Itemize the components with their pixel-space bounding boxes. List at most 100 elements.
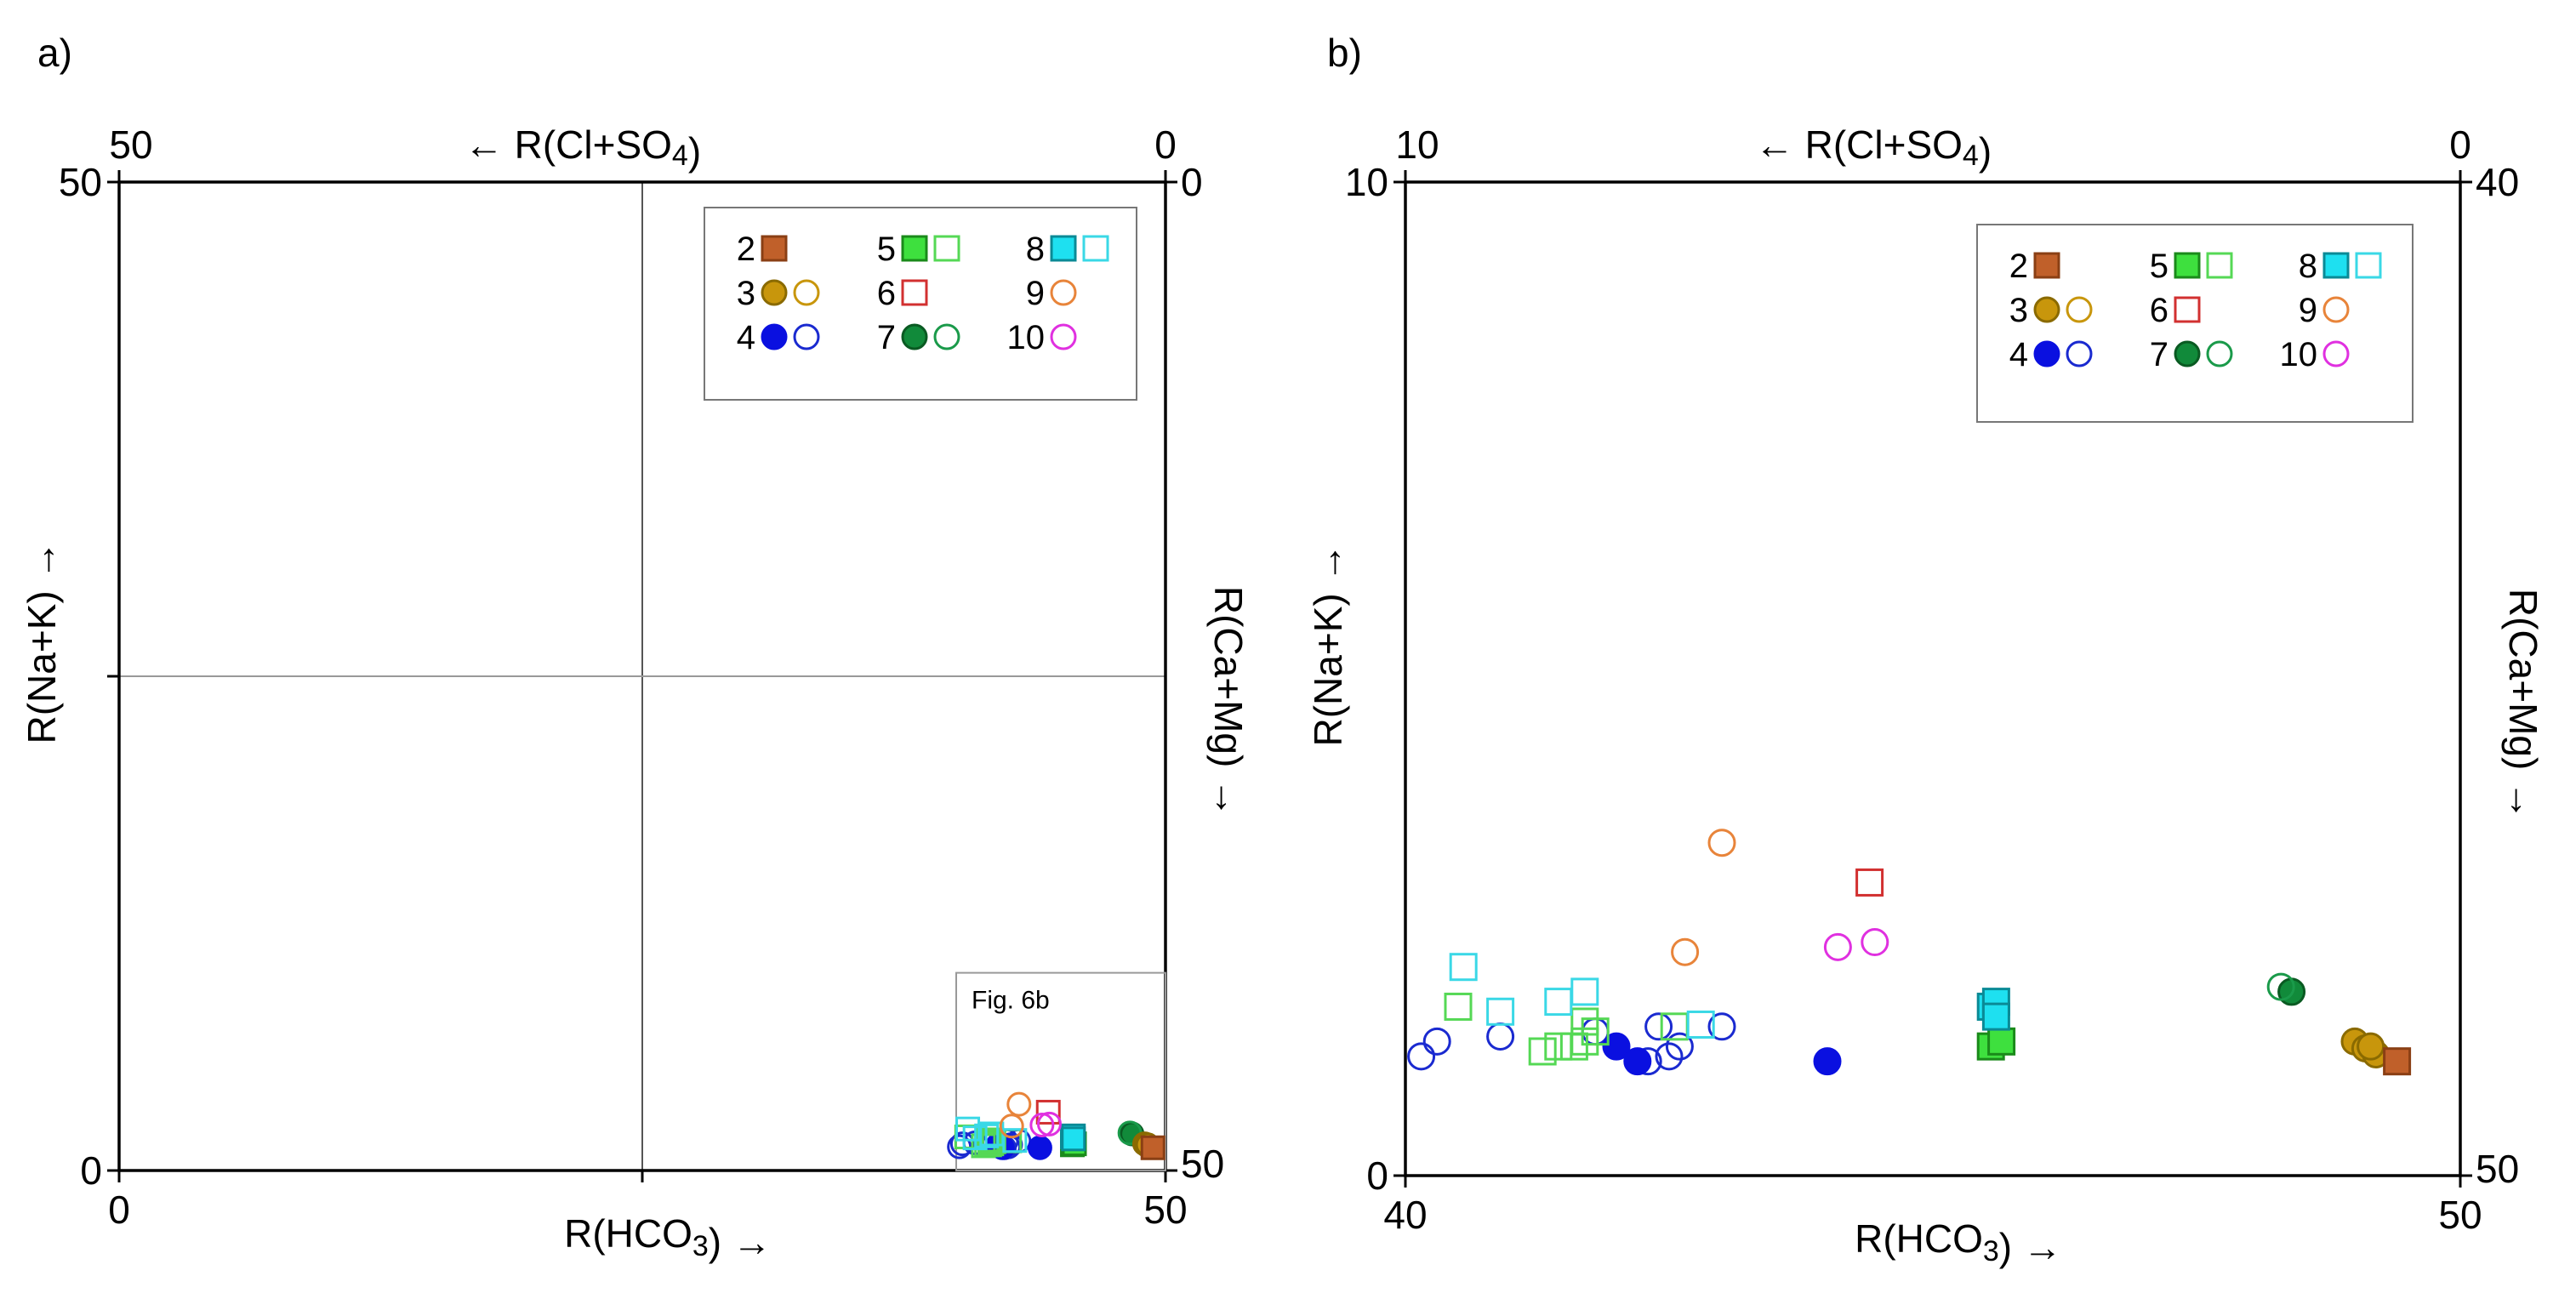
data-point bbox=[1655, 1042, 1684, 1071]
legend-marker-5-0 bbox=[2174, 252, 2201, 279]
legend-label-2: 2 bbox=[737, 231, 755, 268]
legend-label-5: 5 bbox=[2150, 248, 2169, 285]
data-point bbox=[1981, 1002, 2010, 1031]
legend-marker-3-1 bbox=[793, 279, 820, 306]
data-point bbox=[1855, 868, 1884, 897]
data-point bbox=[1036, 1111, 1062, 1136]
legend-label-7: 7 bbox=[877, 319, 896, 356]
data-point bbox=[1002, 1128, 1028, 1153]
data-point bbox=[1665, 1032, 1694, 1061]
legend-label-3: 3 bbox=[2009, 292, 2028, 329]
legend-label-10: 10 bbox=[2280, 336, 2318, 373]
y-axis-title: R(Na+K) → bbox=[20, 541, 64, 744]
legend-marker-4-1 bbox=[2066, 340, 2093, 367]
data-point bbox=[1486, 1022, 1515, 1051]
panel-label: b) bbox=[1327, 31, 1362, 75]
legend-label-6: 6 bbox=[877, 275, 896, 312]
y-tick-label: 0 bbox=[80, 1148, 102, 1193]
data-point bbox=[1570, 1027, 1599, 1056]
data-point bbox=[1707, 1012, 1736, 1041]
data-point bbox=[1602, 1032, 1631, 1061]
data-point bbox=[1027, 1135, 1052, 1160]
legend-marker-5-1 bbox=[933, 235, 960, 262]
x-axis-title: R(HCO3) → bbox=[564, 1211, 772, 1264]
legend-marker-8-1 bbox=[2355, 252, 2382, 279]
data-point bbox=[1861, 928, 1889, 957]
legend-label-5: 5 bbox=[877, 231, 896, 268]
data-point bbox=[1570, 1007, 1599, 1036]
data-point bbox=[1544, 988, 1573, 1017]
legend-marker-9-0 bbox=[1050, 279, 1077, 306]
right-tick-label: 50 bbox=[1181, 1142, 1224, 1186]
x-tick-label: 50 bbox=[1143, 1188, 1187, 1232]
data-point bbox=[1449, 953, 1478, 982]
legend-label-8: 8 bbox=[2299, 248, 2317, 285]
top-tick-label: 0 bbox=[2449, 122, 2471, 167]
data-point bbox=[1422, 1027, 1451, 1056]
legend-marker-2-0 bbox=[2033, 252, 2060, 279]
x-tick-label: 0 bbox=[108, 1188, 130, 1232]
y-tick-label: 50 bbox=[59, 160, 102, 204]
legend-label-4: 4 bbox=[737, 319, 755, 356]
panel-label: a) bbox=[37, 31, 72, 75]
data-point bbox=[1644, 1012, 1673, 1041]
legend-marker-2-0 bbox=[761, 235, 788, 262]
right-axis-title: R(Ca+Mg) → bbox=[1206, 586, 1251, 817]
data-point bbox=[1570, 977, 1599, 1006]
legend-marker-3-0 bbox=[761, 279, 788, 306]
x-axis-title: R(HCO3) → bbox=[1855, 1216, 2062, 1269]
right-tick-label: 0 bbox=[1181, 160, 1203, 204]
data-point bbox=[1061, 1126, 1086, 1152]
y-axis-title: R(Na+K) → bbox=[1306, 544, 1350, 747]
legend-marker-8-1 bbox=[1082, 235, 1109, 262]
data-point bbox=[1671, 937, 1700, 966]
data-point bbox=[1528, 1037, 1557, 1066]
data-point bbox=[1823, 932, 1852, 961]
legend-marker-6-0 bbox=[901, 279, 928, 306]
legend-marker-5-1 bbox=[2206, 252, 2233, 279]
data-point bbox=[1686, 1010, 1715, 1039]
top-tick-label: 50 bbox=[109, 122, 152, 167]
data-point bbox=[1581, 1017, 1610, 1046]
top-axis-title: ← R(Cl+SO4) bbox=[464, 122, 701, 174]
data-point bbox=[1486, 997, 1515, 1026]
right-axis-title-group: R(Ca+Mg) → bbox=[2501, 589, 2545, 820]
zoom-inset-box bbox=[955, 971, 1166, 1171]
x-tick-label: 40 bbox=[1383, 1193, 1427, 1237]
data-point bbox=[999, 1114, 1024, 1139]
legend-marker-8-0 bbox=[2322, 252, 2350, 279]
legend-label-9: 9 bbox=[2299, 292, 2317, 329]
data-point bbox=[1444, 992, 1473, 1021]
legend-marker-5-0 bbox=[901, 235, 928, 262]
legend-marker-3-1 bbox=[2066, 296, 2093, 323]
data-point bbox=[1623, 1047, 1652, 1076]
legend-label-9: 9 bbox=[1026, 275, 1045, 312]
legend-marker-6-0 bbox=[2174, 296, 2201, 323]
y-axis-title-group: R(Na+K) → bbox=[20, 541, 64, 744]
data-point bbox=[1029, 1113, 1055, 1138]
legend-label-2: 2 bbox=[2009, 248, 2028, 285]
y-tick-label: 10 bbox=[1345, 160, 1388, 204]
data-point bbox=[1987, 1027, 2016, 1056]
y-tick-label: 0 bbox=[1366, 1153, 1388, 1198]
legend-marker-7-0 bbox=[901, 323, 928, 350]
legend-marker-10-0 bbox=[1050, 323, 1077, 350]
data-point bbox=[1006, 1091, 1032, 1117]
legend-marker-3-0 bbox=[2033, 296, 2060, 323]
data-point bbox=[1813, 1047, 1842, 1076]
legend-label-6: 6 bbox=[2150, 292, 2169, 329]
legend-label-8: 8 bbox=[1026, 231, 1045, 268]
data-point bbox=[1140, 1135, 1165, 1160]
zoom-inset-label: Fig. 6b bbox=[972, 987, 1050, 1015]
legend-marker-8-0 bbox=[1050, 235, 1077, 262]
data-point bbox=[2383, 1047, 2412, 1076]
legend-label-7: 7 bbox=[2150, 336, 2169, 373]
legend-label-10: 10 bbox=[1007, 319, 1046, 356]
top-axis-title: ← R(Cl+SO4) bbox=[1755, 122, 1992, 174]
data-point bbox=[2357, 1032, 2385, 1061]
legend-marker-10-0 bbox=[2322, 340, 2350, 367]
right-tick-label: 40 bbox=[2476, 160, 2519, 204]
data-point bbox=[2266, 972, 2295, 1001]
